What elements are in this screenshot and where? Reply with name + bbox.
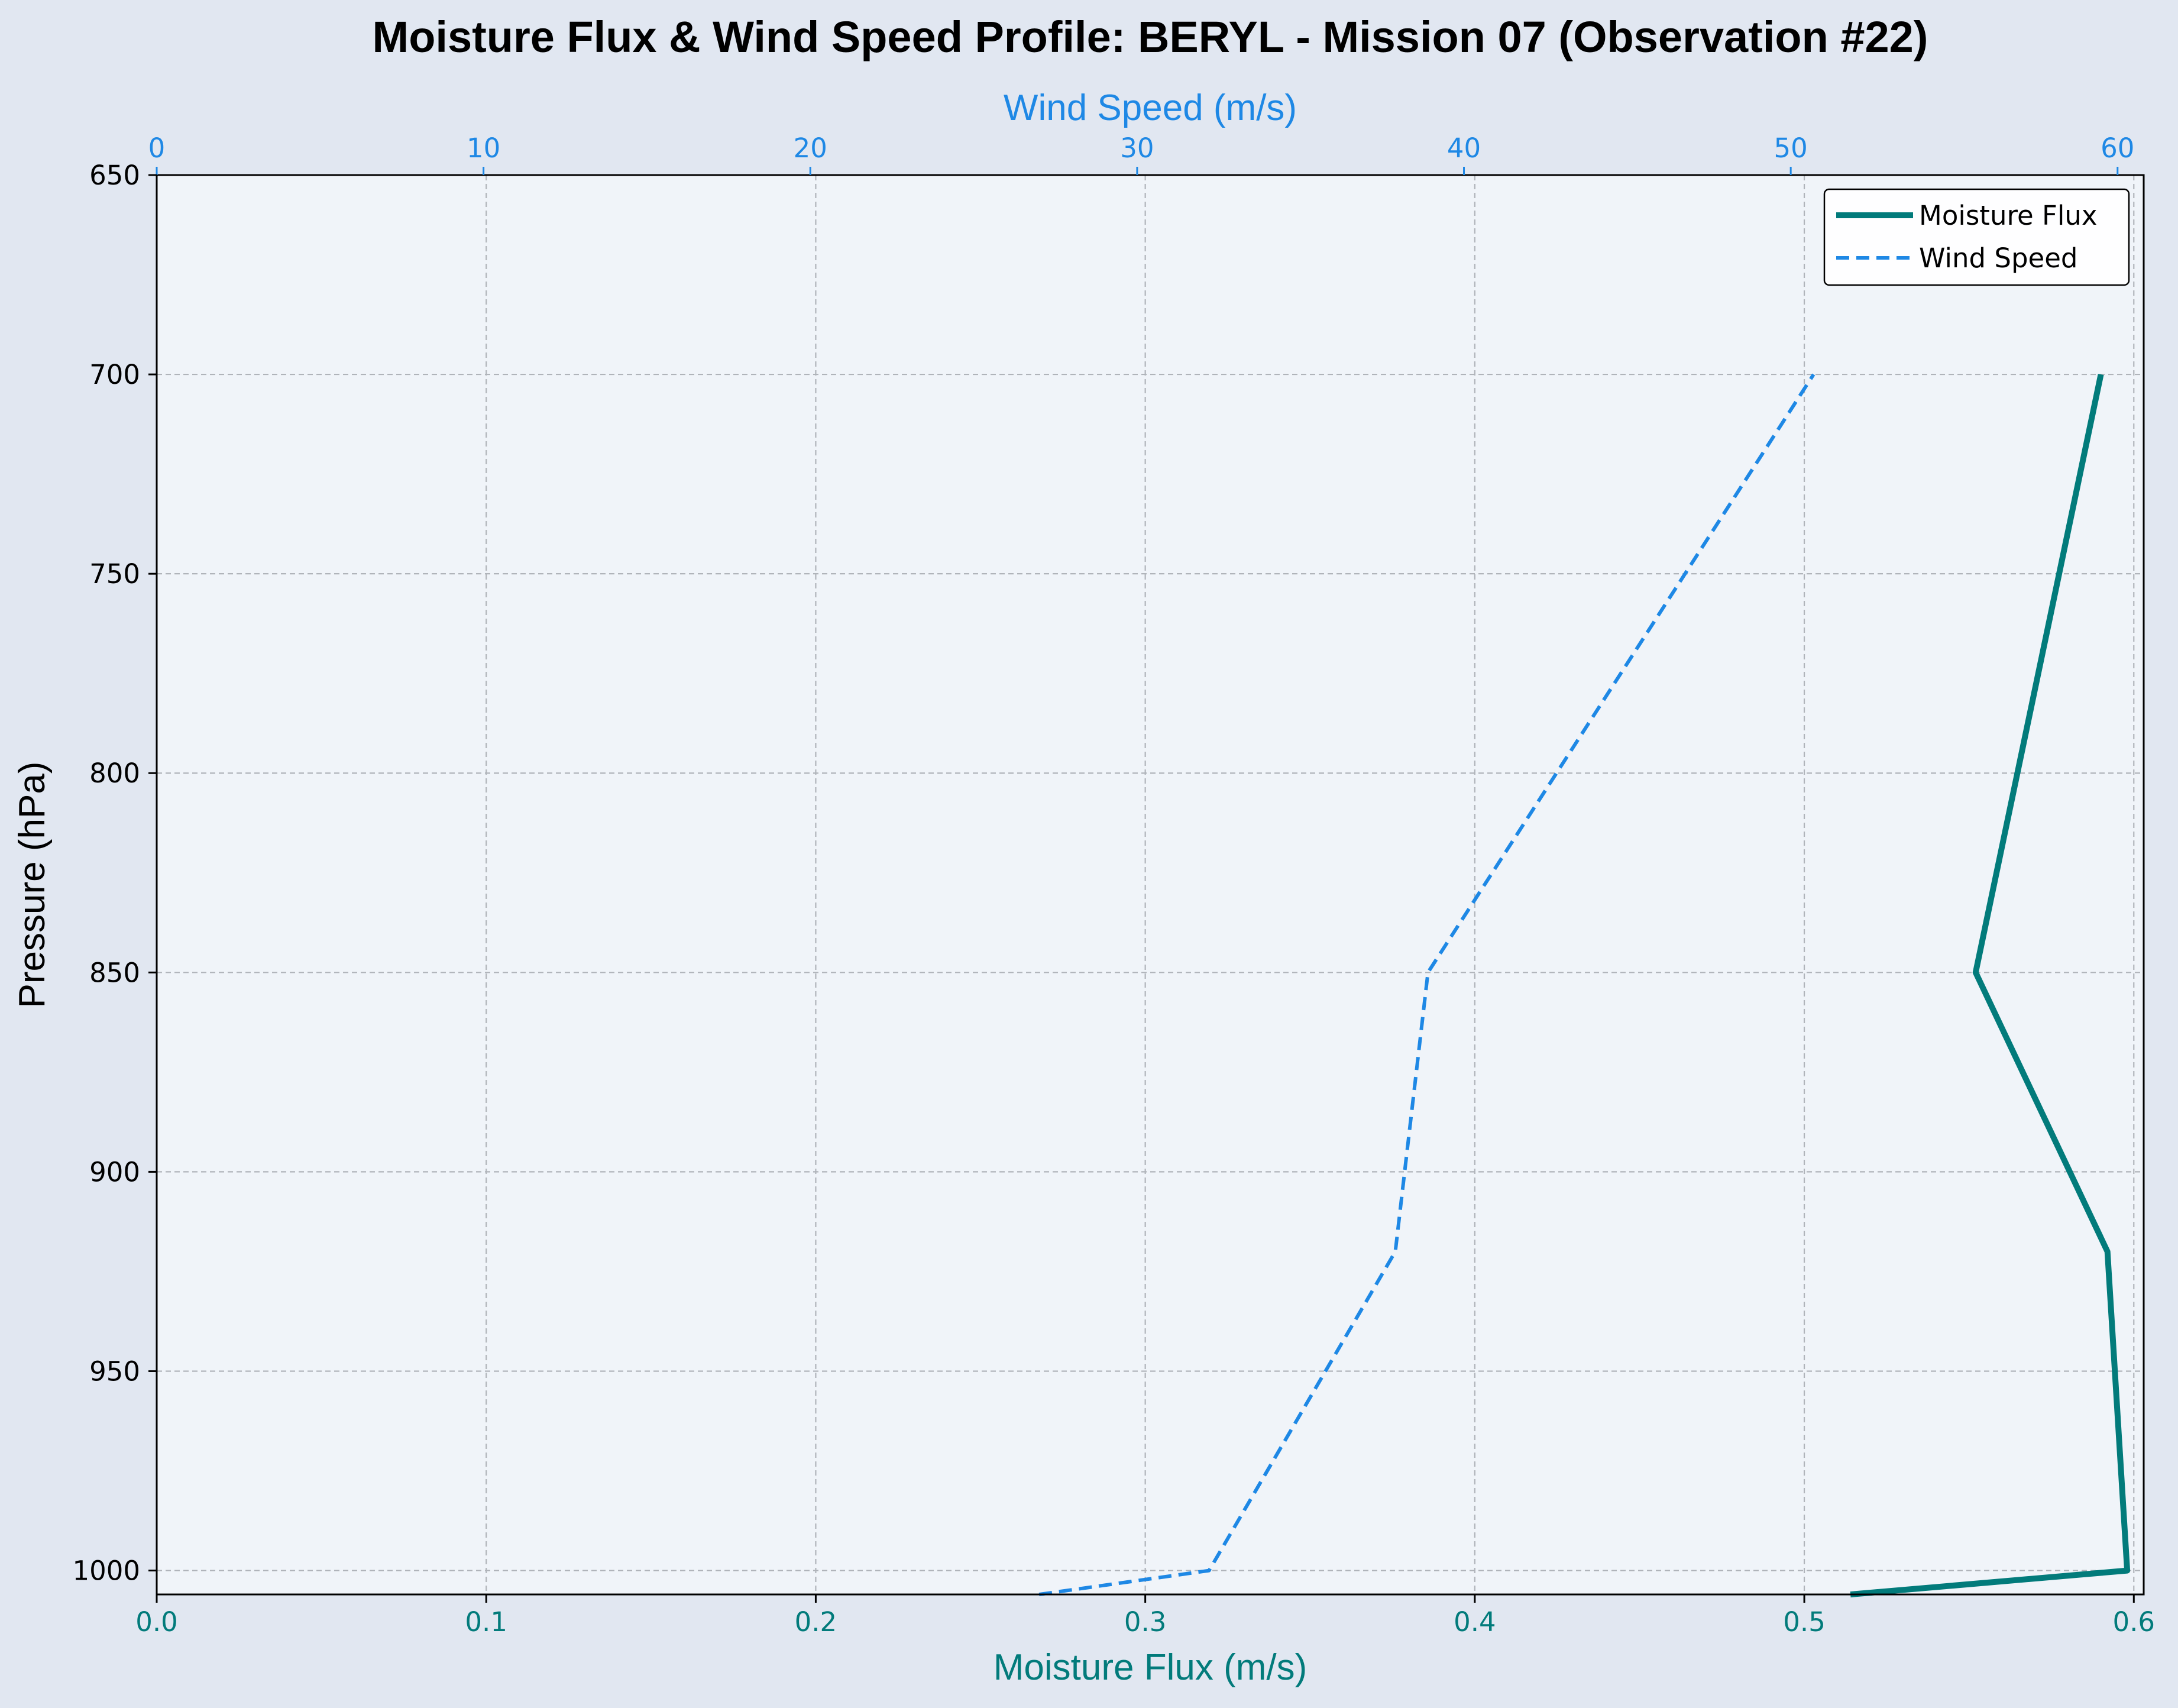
y-tick-label: 750	[89, 558, 140, 590]
legend-label-wind-speed: Wind Speed	[1919, 242, 2077, 274]
x-tick-label: 0.3	[1124, 1606, 1167, 1638]
x-tick-label: 0.2	[795, 1606, 837, 1638]
y-tick-label: 950	[89, 1356, 140, 1387]
top-axis-title: Wind Speed (m/s)	[1004, 88, 1297, 128]
x-tick-label: 0.6	[2112, 1606, 2155, 1638]
x-tick-label: 0.4	[1454, 1606, 1496, 1638]
bottom-axis-title: Moisture Flux (m/s)	[993, 1647, 1307, 1688]
plot-background	[157, 175, 2144, 1594]
y-tick-label: 900	[89, 1156, 140, 1188]
x2-tick-label: 30	[1120, 132, 1154, 164]
x2-tick-label: 0	[148, 132, 166, 164]
y-tick-label: 800	[89, 758, 140, 789]
x2-tick-label: 10	[467, 132, 500, 164]
chart-title: Moisture Flux & Wind Speed Profile: BERY…	[373, 12, 1928, 62]
x2-tick-label: 60	[2101, 132, 2134, 164]
x2-tick-label: 50	[1774, 132, 1808, 164]
x-tick-label: 0.0	[135, 1606, 178, 1638]
y-tick-label: 650	[89, 160, 140, 191]
y-tick-label: 850	[89, 957, 140, 988]
x-tick-label: 0.5	[1783, 1606, 1826, 1638]
y-tick-label: 700	[89, 359, 140, 390]
x2-tick-label: 20	[794, 132, 827, 164]
y-tick-label: 1000	[72, 1555, 140, 1587]
legend-label-moisture-flux: Moisture Flux	[1919, 200, 2098, 231]
y-axis-title: Pressure (hPa)	[12, 762, 53, 1008]
x2-tick-label: 40	[1447, 132, 1481, 164]
legend: Moisture Flux Wind Speed	[1824, 189, 2129, 285]
x-tick-label: 0.1	[465, 1606, 507, 1638]
